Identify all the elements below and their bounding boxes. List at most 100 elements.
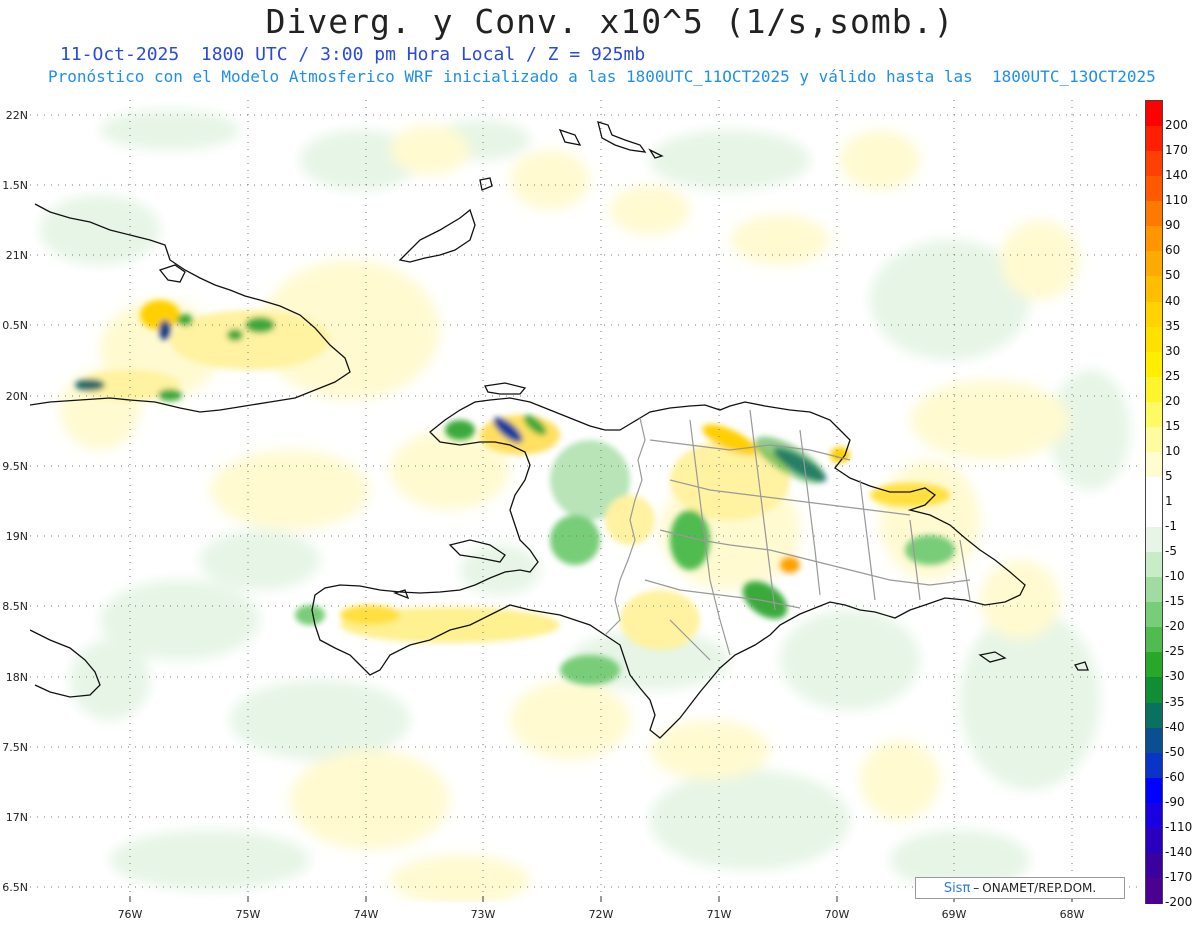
color-scale-label: 90: [1165, 218, 1181, 233]
lat-label: 19N: [6, 530, 28, 543]
credit-box: Sisπ – ONAMET/REP.DOM.: [915, 877, 1125, 899]
color-scale-swatch: [1146, 752, 1162, 779]
color-scale-label: -30: [1165, 669, 1185, 684]
color-scale-swatch: [1146, 627, 1162, 653]
color-scale-swatch: [1146, 652, 1162, 678]
color-scale-label: -1: [1165, 519, 1177, 534]
lat-label: 18N: [6, 671, 28, 684]
color-scale-label: -35: [1165, 694, 1185, 709]
color-scale-swatch: [1146, 476, 1162, 503]
color-scale-swatch: [1146, 451, 1162, 478]
color-scale-label: 60: [1165, 243, 1181, 258]
lon-label: 68W: [1060, 908, 1085, 921]
lat-label: 20N: [6, 390, 28, 403]
brand-logo-text: Sisπ: [943, 880, 971, 896]
color-scale-label: 20: [1165, 393, 1181, 408]
lat-label: 17N: [6, 811, 28, 824]
color-scale-label: -15: [1165, 594, 1185, 609]
color-scale-label: 10: [1165, 443, 1181, 458]
color-scale-label: -50: [1165, 744, 1185, 759]
color-scale-label: 1: [1165, 494, 1173, 508]
lat-label: 7.5N: [2, 741, 28, 754]
model-description-subtitle: Pronóstico con el Modelo Atmosferico WRF…: [48, 67, 1156, 86]
lat-label: 1.5N: [2, 179, 28, 192]
lon-label: 71W: [707, 908, 732, 921]
lon-label: 74W: [354, 908, 379, 921]
color-scale-label: -40: [1165, 719, 1185, 734]
lat-label: 21N: [6, 249, 28, 262]
color-scale-label: 50: [1165, 268, 1181, 283]
color-scale-labels: 200 170 140 110 90 60 50 40 35 30 25 20 15 10 5 1 -1 -5 -1…: [1163, 100, 1200, 909]
color-scale-bar: [1145, 100, 1163, 904]
color-scale-swatch: [1146, 602, 1162, 628]
color-scale-swatch: [1146, 677, 1162, 703]
color-scale-label: -140: [1165, 844, 1193, 859]
color-scale-swatch: [1146, 201, 1162, 227]
color-scale-swatch: [1146, 877, 1162, 904]
graticule: [30, 100, 1140, 902]
credit-separator: –: [973, 881, 980, 895]
lon-label: 72W: [589, 908, 614, 921]
lat-label: 6.5N: [2, 881, 28, 894]
color-scale-swatch: [1146, 802, 1162, 829]
color-scale-swatch: [1146, 577, 1162, 603]
color-scale-swatch: [1146, 527, 1162, 553]
color-scale-swatch: [1146, 852, 1162, 879]
color-scale-swatch: [1146, 301, 1162, 328]
color-scale-label: -90: [1165, 794, 1185, 809]
color-scale-swatch: [1146, 176, 1162, 202]
lon-label: 69W: [942, 908, 967, 921]
color-scale-label: 110: [1165, 193, 1188, 208]
color-scale-swatch: [1146, 702, 1162, 729]
latitude-axis: 22N 1.5N 21N 0.5N 20N 9.5N 19N 8.5N 18N …: [2, 109, 28, 894]
color-scale-swatch: [1146, 426, 1162, 453]
color-scale-label: 5: [1165, 468, 1173, 483]
map-title: Diverg. y Conv. x10^5 (1/s,somb.): [265, 2, 955, 41]
color-scale-swatch: [1146, 376, 1162, 403]
color-scale-swatch: [1146, 101, 1162, 127]
forecast-map: [30, 100, 1140, 902]
color-scale-label: 15: [1165, 418, 1181, 433]
color-scale-swatch: [1146, 827, 1162, 854]
province-borders: [604, 409, 971, 661]
color-scale-label: -170: [1165, 869, 1193, 884]
longitude-axis: 76W 75W 74W 73W 72W 71W 70W 69W 68W: [118, 908, 1085, 921]
color-scale-label: -10: [1165, 569, 1185, 584]
forecast-time-subtitle: 11-Oct-2025 1800 UTC / 3:00 pm Hora Loca…: [60, 44, 646, 65]
lat-label: 22N: [6, 109, 28, 122]
color-scale-swatch: [1146, 226, 1162, 252]
coastlines: [30, 121, 1089, 739]
color-scale-swatch: [1146, 276, 1162, 302]
color-scale-swatch: [1146, 777, 1162, 804]
color-scale-label: 35: [1165, 318, 1181, 333]
lon-label: 73W: [471, 908, 496, 921]
color-scale-label: 140: [1165, 168, 1188, 183]
lon-label: 70W: [825, 908, 850, 921]
lon-label: 75W: [236, 908, 261, 921]
color-scale-swatch: [1146, 126, 1162, 152]
color-scale-label: -20: [1165, 619, 1185, 634]
color-scale-label: 25: [1165, 368, 1181, 383]
color-scale-label: -25: [1165, 644, 1185, 659]
color-scale-label: 200: [1165, 118, 1188, 133]
color-scale-label: 30: [1165, 343, 1181, 358]
color-scale-swatch: [1146, 326, 1162, 353]
color-scale-swatch: [1146, 401, 1162, 428]
lon-label: 76W: [118, 908, 143, 921]
color-scale-swatch: [1146, 552, 1162, 578]
color-scale-swatch: [1146, 727, 1162, 754]
lat-label: 9.5N: [2, 460, 28, 473]
map-canvas: [30, 100, 1140, 902]
color-scale-swatch: [1146, 502, 1162, 528]
color-scale-label: -60: [1165, 769, 1185, 784]
credit-org: ONAMET/REP.DOM.: [982, 881, 1097, 895]
color-scale-label: -5: [1165, 544, 1177, 559]
color-scale-label: 170: [1165, 143, 1188, 158]
lat-label: 0.5N: [2, 319, 28, 332]
color-scale-swatch: [1146, 151, 1162, 177]
color-scale-label: -200: [1165, 895, 1193, 909]
color-scale-label: -110: [1165, 819, 1193, 834]
color-scale-swatch: [1146, 251, 1162, 277]
color-scale-swatch: [1146, 351, 1162, 378]
lat-label: 8.5N: [2, 600, 28, 613]
